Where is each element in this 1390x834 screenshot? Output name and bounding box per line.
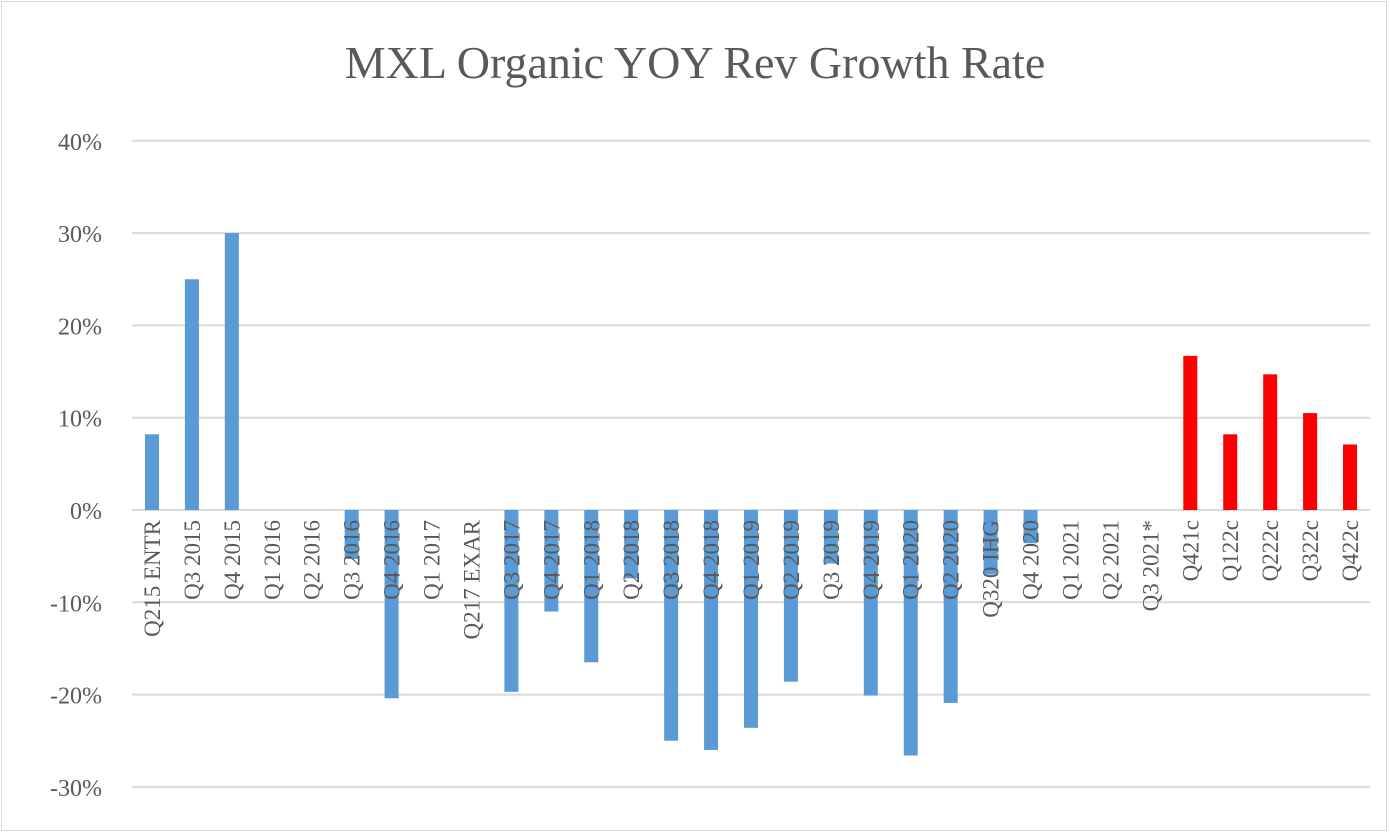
x-tick-label: Q122c <box>1218 520 1243 581</box>
x-tick-label: Q2 2021 <box>1098 520 1123 600</box>
x-tick-label: Q1 2016 <box>260 520 285 600</box>
bar <box>1343 444 1358 510</box>
y-tick-label: 20% <box>58 314 102 340</box>
bar <box>863 510 878 696</box>
x-tick-label: Q3 2021* <box>1138 520 1163 611</box>
x-tick-label: Q1 2021 <box>1058 520 1083 600</box>
x-tick-label: Q1 2020 <box>899 520 924 600</box>
x-tick-label: Q4 2016 <box>380 520 405 600</box>
bar <box>983 510 998 575</box>
bar <box>504 510 519 692</box>
y-tick-label: -30% <box>50 776 102 802</box>
x-tick-label: Q2 2016 <box>300 520 325 600</box>
x-tick-label: Q3 2015 <box>180 520 205 600</box>
x-tick-label: Q3 2017 <box>499 520 524 600</box>
bar <box>1223 434 1238 510</box>
bar <box>624 510 639 579</box>
x-tick-label: Q1 2018 <box>579 520 604 600</box>
x-tick-label: Q1 2019 <box>739 520 764 600</box>
bar <box>1183 355 1198 510</box>
x-tick-label: Q2 2018 <box>619 520 644 600</box>
bar <box>224 233 239 510</box>
y-tick-label: 30% <box>58 222 102 248</box>
y-tick-label: 10% <box>58 407 102 433</box>
x-tick-label: Q4 2017 <box>539 520 564 600</box>
bar <box>903 510 918 756</box>
x-tick-label: Q4 2015 <box>220 520 245 600</box>
x-tick-label: Q4 2019 <box>859 520 884 600</box>
x-tick-label: Q4 2020 <box>1019 520 1044 600</box>
bar <box>823 510 838 564</box>
x-tick-label: Q3 2018 <box>659 520 684 600</box>
bar <box>783 510 798 682</box>
bar <box>184 279 199 510</box>
x-tick-label: Q320 IHG <box>979 520 1004 618</box>
y-tick-label: 40% <box>58 130 102 156</box>
y-tick-label: 0% <box>70 499 102 525</box>
x-tick-label: Q2 2020 <box>939 520 964 600</box>
x-tick-label: Q322c <box>1298 520 1323 581</box>
bar <box>1263 374 1278 510</box>
x-tick-label: Q3 2019 <box>819 520 844 600</box>
x-tick-label: Q421c <box>1178 520 1203 581</box>
bar <box>943 510 958 703</box>
bar <box>1023 510 1038 544</box>
bar <box>144 434 159 510</box>
bar <box>664 510 679 741</box>
x-tick-label: Q1 2017 <box>420 520 445 600</box>
bar <box>344 510 359 559</box>
bar <box>744 510 758 728</box>
bar <box>384 510 399 699</box>
x-tick-label: Q4 2018 <box>699 520 724 600</box>
x-tick-label: Q3 2016 <box>340 520 365 600</box>
x-tick-label: Q222c <box>1258 520 1283 581</box>
x-tick-label: Q422c <box>1338 520 1363 581</box>
bar <box>704 510 719 750</box>
chart-title: MXL Organic YOY Rev Growth Rate <box>344 37 1046 88</box>
y-tick-label: -10% <box>50 591 102 617</box>
y-tick-label: -20% <box>50 684 102 710</box>
x-tick-label: Q2 2019 <box>779 520 804 600</box>
bar <box>544 510 559 612</box>
bar <box>584 510 599 663</box>
bar <box>1303 413 1318 510</box>
x-tick-label: Q217 EXAR <box>459 519 484 639</box>
x-tick-label: Q215 ENTR <box>140 519 165 637</box>
